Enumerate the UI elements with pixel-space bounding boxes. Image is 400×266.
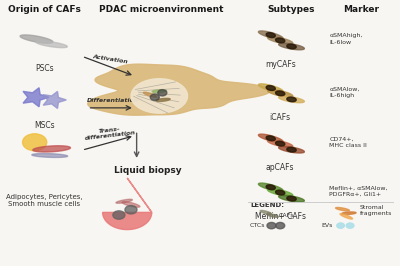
Text: PSCs: PSCs: [35, 64, 54, 73]
Polygon shape: [258, 183, 283, 192]
Circle shape: [125, 206, 137, 214]
Polygon shape: [152, 90, 166, 93]
Polygon shape: [266, 33, 275, 38]
Polygon shape: [258, 134, 283, 143]
Polygon shape: [266, 136, 275, 141]
Polygon shape: [267, 214, 278, 217]
Text: MSCs: MSCs: [34, 121, 54, 130]
Text: Meflin+ CAFs: Meflin+ CAFs: [255, 212, 306, 221]
Polygon shape: [143, 92, 156, 97]
Text: CTCs: CTCs: [250, 223, 266, 228]
Polygon shape: [276, 190, 285, 195]
Circle shape: [276, 222, 285, 229]
Polygon shape: [340, 214, 352, 219]
Polygon shape: [336, 207, 350, 211]
Polygon shape: [20, 35, 53, 43]
Polygon shape: [287, 44, 296, 49]
Circle shape: [22, 134, 47, 151]
Text: Adipocytes, Pericytes,
Smooth muscle cells: Adipocytes, Pericytes, Smooth muscle cel…: [6, 194, 82, 207]
Polygon shape: [33, 146, 70, 152]
Text: Subtypes: Subtypes: [268, 5, 315, 14]
Text: Origin of CAFs: Origin of CAFs: [8, 5, 80, 14]
Text: Marker: Marker: [343, 5, 379, 14]
Polygon shape: [43, 91, 66, 109]
Polygon shape: [279, 195, 304, 202]
Text: LEGEND:: LEGEND:: [250, 202, 284, 208]
Text: iCAFs: iCAFs: [270, 113, 291, 122]
Text: EVs: EVs: [322, 223, 333, 228]
Circle shape: [346, 223, 354, 228]
Polygon shape: [287, 147, 296, 152]
Text: CD74+,
MHC class II: CD74+, MHC class II: [329, 137, 367, 148]
Polygon shape: [268, 189, 293, 196]
Polygon shape: [32, 153, 68, 157]
Text: Liquid biopsy: Liquid biopsy: [114, 166, 182, 175]
Polygon shape: [276, 141, 285, 146]
Polygon shape: [88, 64, 270, 115]
Polygon shape: [260, 210, 272, 214]
Text: Activation: Activation: [92, 54, 129, 64]
Polygon shape: [279, 96, 304, 103]
Polygon shape: [342, 212, 356, 214]
Polygon shape: [122, 202, 140, 207]
Text: αSMAlow,
IL-6high: αSMAlow, IL-6high: [329, 86, 360, 98]
Text: Trans-
differentiation: Trans- differentiation: [83, 124, 136, 141]
Text: PDAC microenvironment: PDAC microenvironment: [99, 5, 224, 14]
Circle shape: [150, 94, 159, 101]
Polygon shape: [258, 84, 283, 92]
Text: apCAFs: apCAFs: [266, 163, 294, 172]
Circle shape: [113, 211, 125, 219]
Circle shape: [267, 222, 276, 229]
Polygon shape: [268, 140, 293, 147]
Polygon shape: [279, 146, 304, 153]
Polygon shape: [36, 41, 67, 48]
Polygon shape: [266, 86, 275, 90]
Polygon shape: [268, 90, 293, 97]
Polygon shape: [287, 196, 296, 201]
Polygon shape: [23, 88, 49, 107]
Polygon shape: [276, 38, 285, 43]
Text: Stromal
fragments: Stromal fragments: [360, 205, 392, 216]
Polygon shape: [266, 185, 275, 190]
Text: myCAFs: myCAFs: [265, 60, 296, 69]
Text: Differentiation: Differentiation: [87, 98, 139, 103]
Polygon shape: [276, 91, 285, 96]
Polygon shape: [268, 37, 293, 44]
Circle shape: [158, 90, 167, 96]
Polygon shape: [287, 97, 296, 102]
Text: Meflin+, αSMAlow,
PDGFRα+, Gli1+: Meflin+, αSMAlow, PDGFRα+, Gli1+: [329, 186, 388, 197]
Polygon shape: [258, 31, 283, 39]
Polygon shape: [103, 178, 152, 230]
Text: CAFs: CAFs: [278, 213, 294, 218]
Text: αSMAhigh,
IL-6low: αSMAhigh, IL-6low: [329, 34, 363, 45]
Polygon shape: [131, 79, 188, 113]
Circle shape: [336, 223, 345, 228]
Polygon shape: [156, 98, 170, 102]
Polygon shape: [279, 43, 304, 50]
Polygon shape: [116, 199, 132, 203]
